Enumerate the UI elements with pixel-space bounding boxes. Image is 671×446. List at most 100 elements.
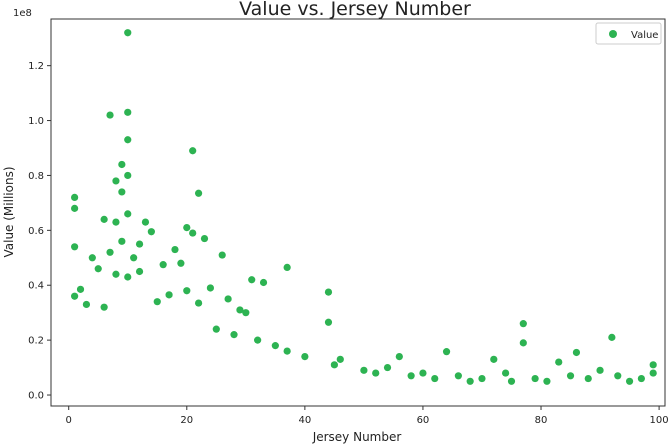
data-point <box>165 291 173 299</box>
data-point <box>206 284 215 292</box>
data-point <box>147 228 155 236</box>
data-point <box>501 369 510 377</box>
data-point <box>224 295 232 303</box>
data-point <box>183 223 191 232</box>
data-point <box>407 372 415 380</box>
data-point <box>519 320 527 328</box>
x-tick-label: 40 <box>298 415 311 426</box>
x-tick-label: 60 <box>417 415 430 426</box>
data-point <box>71 204 79 212</box>
x-axis-label: Jersey Number <box>312 430 402 444</box>
plot-frame <box>50 18 666 407</box>
data-point <box>171 245 179 254</box>
data-point <box>218 251 226 259</box>
data-point <box>71 292 79 300</box>
data-point <box>124 108 132 116</box>
data-point <box>112 218 120 226</box>
data-point <box>442 348 451 356</box>
legend-box <box>595 22 662 45</box>
chart-title: Value vs. Jersey Number <box>239 0 471 20</box>
data-point <box>124 136 132 144</box>
data-point <box>596 366 604 374</box>
data-point <box>189 147 197 155</box>
data-point <box>608 333 616 341</box>
data-point <box>360 366 368 374</box>
data-point <box>324 288 333 296</box>
data-point <box>88 254 96 262</box>
data-point <box>189 229 197 237</box>
data-point <box>566 372 575 380</box>
legend-label: Value <box>631 30 658 41</box>
x-axis-ticks: 0 20 40 60 80 100 <box>66 406 669 426</box>
data-point <box>100 303 108 311</box>
data-point <box>454 372 462 380</box>
data-point <box>259 278 268 287</box>
x-tick-label: 0 <box>66 415 72 426</box>
data-point <box>177 259 185 267</box>
data-point <box>212 325 220 333</box>
y-tick-label: 0.0 <box>28 391 44 402</box>
data-point <box>625 377 634 385</box>
data-point <box>419 369 427 377</box>
y-offset-label: 1e8 <box>13 8 32 19</box>
data-point <box>230 331 238 339</box>
data-point <box>372 369 380 377</box>
data-point <box>395 352 403 361</box>
data-point <box>153 298 161 306</box>
data-point <box>301 352 309 361</box>
data-point <box>431 374 439 383</box>
data-point <box>124 273 132 281</box>
data-point <box>283 347 291 355</box>
data-point <box>478 374 486 383</box>
data-point <box>555 358 563 366</box>
data-point <box>254 336 262 344</box>
data-point <box>118 160 126 169</box>
data-point <box>135 267 144 276</box>
y-tick-label: 0.4 <box>28 281 44 292</box>
data-point <box>82 300 91 309</box>
y-tick-label: 1.0 <box>28 116 44 127</box>
data-point <box>106 111 114 119</box>
y-axis-label: Value (Millions) <box>2 166 16 257</box>
data-point <box>112 270 120 278</box>
data-point <box>118 237 126 245</box>
data-point <box>194 189 203 197</box>
data-point <box>649 369 657 377</box>
y-tick-label: 0.8 <box>28 171 44 182</box>
data-point <box>106 248 114 256</box>
data-point <box>124 29 132 37</box>
data-point <box>584 374 592 383</box>
y-axis-ticks: 0.0 0.2 0.4 0.6 0.8 1.0 1.2 <box>28 61 51 402</box>
data-point <box>118 188 126 196</box>
data-point <box>507 377 516 385</box>
data-points <box>71 29 657 385</box>
data-point <box>183 287 191 295</box>
data-point <box>135 240 144 248</box>
legend: Value <box>595 22 662 45</box>
data-point <box>71 243 79 251</box>
data-point <box>531 374 539 383</box>
data-point <box>71 193 79 202</box>
data-point <box>159 261 167 269</box>
data-point <box>200 234 209 243</box>
data-point <box>543 377 551 385</box>
data-point <box>194 299 203 307</box>
x-tick-label: 20 <box>180 415 193 426</box>
data-point <box>283 263 291 271</box>
data-point <box>124 171 132 180</box>
data-point <box>466 377 474 385</box>
legend-marker <box>609 30 617 38</box>
data-point <box>100 215 108 223</box>
data-point <box>490 355 498 363</box>
data-point <box>94 265 102 273</box>
y-tick-label: 0.6 <box>28 226 44 237</box>
data-point <box>141 218 150 226</box>
data-point <box>330 361 338 369</box>
data-point <box>637 374 645 383</box>
data-point <box>248 276 256 284</box>
data-point <box>242 309 250 317</box>
x-tick-label: 100 <box>650 415 669 426</box>
data-point <box>76 285 85 293</box>
data-point <box>112 177 120 185</box>
